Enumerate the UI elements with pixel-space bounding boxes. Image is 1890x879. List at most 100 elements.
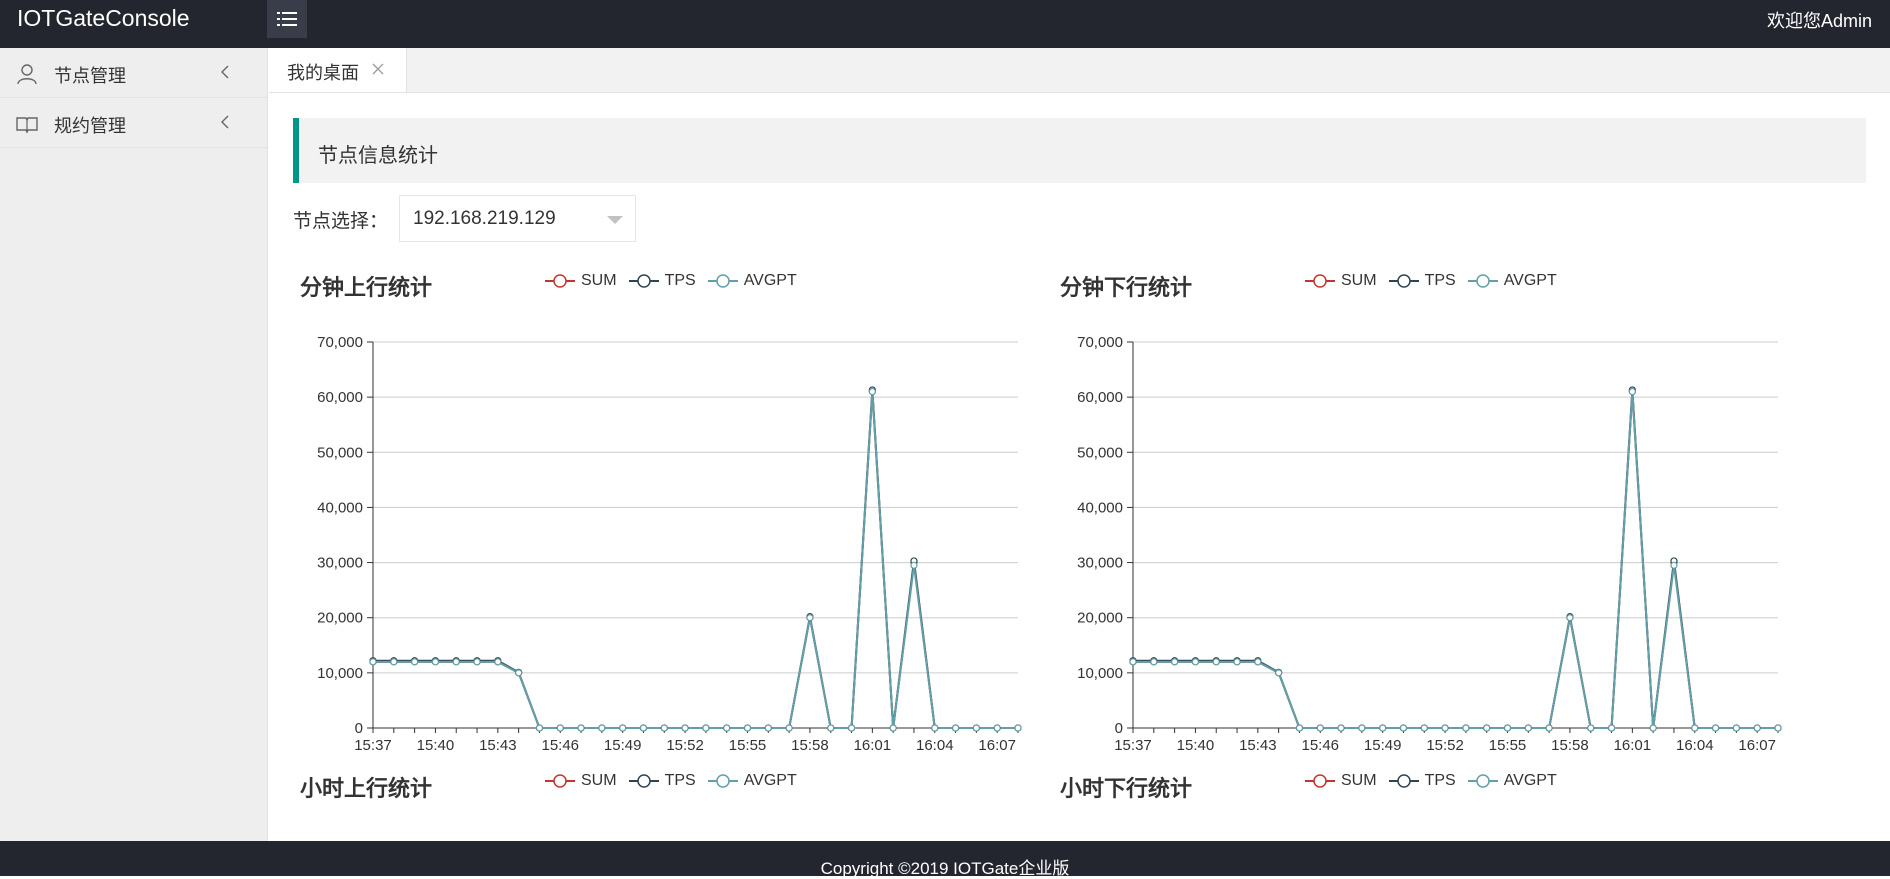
data-point-avgpt [577, 724, 585, 732]
data-point-avgpt [1545, 724, 1553, 732]
data-point-avgpt [1420, 724, 1428, 732]
data-point-avgpt [1670, 561, 1678, 569]
legend-item-sum[interactable]: SUM [1305, 772, 1377, 790]
legend-item-sum[interactable]: SUM [1305, 272, 1377, 290]
node-select-label: 节点选择： [293, 211, 389, 232]
minute-down-chart: 0 10,000 20,000 30,000 40,000 50,000 60,000 70,… [1077, 334, 1782, 754]
legend-item-tps[interactable]: TPS [628, 272, 696, 290]
data-point-avgpt [1711, 724, 1720, 732]
x-tick-label: 15:55 [1489, 737, 1527, 754]
y-tick-label: 0 [1115, 720, 1123, 737]
node-select-value: 192.168.219.129 [413, 208, 556, 229]
data-point-avgpt [1691, 724, 1699, 732]
series-line-avgpt [373, 391, 1018, 729]
x-tick-label: 16:04 [916, 737, 954, 754]
data-point-avgpt [598, 724, 606, 732]
sidebar-item-protocol-management[interactable]: 规约管理 [0, 98, 267, 148]
x-tick-label: 15:43 [479, 737, 517, 754]
data-point-avgpt [1483, 724, 1491, 732]
close-icon[interactable] [371, 62, 385, 76]
x-tick-label: 16:04 [1676, 737, 1714, 754]
data-point-avgpt [1129, 658, 1137, 666]
x-tick-label: 15:52 [666, 737, 704, 754]
x-tick-label: 15:52 [1426, 737, 1464, 754]
x-tick-label: 15:49 [1364, 737, 1402, 754]
x-tick-label: 15:58 [1551, 737, 1589, 754]
x-tick-label: 15:40 [1177, 737, 1215, 754]
x-tick-label: 15:55 [729, 737, 767, 754]
data-point-avgpt [1566, 614, 1574, 622]
sidebar-item-node-management[interactable]: 节点管理 [0, 48, 267, 98]
data-point-avgpt [785, 724, 793, 732]
y-tick-label: 30,000 [1077, 555, 1123, 572]
data-point-avgpt [535, 724, 544, 732]
data-point-avgpt [1275, 669, 1283, 677]
legend-minute-down: SUM TPS AVGPT [1305, 270, 1569, 292]
x-tick-label: 16:07 [1738, 737, 1776, 754]
tab-label: 我的桌面 [287, 63, 359, 83]
data-point-avgpt [1462, 724, 1470, 732]
chevron-left-icon [221, 115, 229, 129]
data-point-avgpt [369, 658, 377, 666]
y-tick-label: 10,000 [1077, 665, 1123, 682]
legend-avgpt-icon [1467, 274, 1498, 288]
legend-item-avgpt[interactable]: AVGPT [1467, 272, 1557, 290]
legend-avgpt-icon [707, 274, 738, 288]
data-point-avgpt [494, 658, 502, 666]
legend-item-avgpt[interactable]: AVGPT [1467, 772, 1557, 790]
y-tick-label: 20,000 [317, 610, 363, 627]
data-point-avgpt [889, 724, 897, 732]
legend-item-avgpt[interactable]: AVGPT [707, 272, 797, 290]
data-point-avgpt [1295, 724, 1304, 732]
data-point-avgpt [723, 724, 731, 732]
y-tick-label: 70,000 [317, 334, 363, 351]
data-point-avgpt [1587, 724, 1595, 732]
data-point-avgpt [660, 724, 668, 732]
data-point-avgpt [827, 724, 835, 732]
menu-toggle-button[interactable] [267, 0, 307, 38]
legend-item-avgpt[interactable]: AVGPT [707, 772, 797, 790]
hamburger-menu-icon [277, 12, 297, 26]
y-tick-label: 50,000 [1077, 444, 1123, 461]
x-tick-label: 16:07 [978, 737, 1016, 754]
data-point-avgpt [1649, 724, 1657, 732]
legend-item-tps[interactable]: TPS [1388, 272, 1456, 290]
chart-title-hour-up: 小时上行统计 [300, 776, 433, 801]
data-point-avgpt [847, 724, 856, 732]
data-point-avgpt [1379, 724, 1387, 732]
legend-item-sum[interactable]: SUM [545, 272, 617, 290]
chart-title-minute-up: 分钟上行统计 [300, 275, 433, 300]
data-point-avgpt [639, 724, 648, 732]
tab-bar: 我的桌面 [269, 48, 1890, 93]
y-tick-label: 40,000 [317, 499, 363, 516]
y-tick-label: 30,000 [317, 555, 363, 572]
data-point-avgpt [1732, 724, 1740, 732]
data-point-avgpt [1399, 724, 1408, 732]
node-select[interactable]: 192.168.219.129 [399, 195, 636, 242]
data-point-avgpt [1753, 724, 1761, 732]
x-tick-label: 15:46 [541, 737, 579, 754]
footer-copyright: Copyright ©2019 IOTGate企业版 [820, 859, 1070, 878]
x-tick-label: 16:01 [1614, 737, 1652, 754]
legend-item-tps[interactable]: TPS [1388, 772, 1456, 790]
data-point-avgpt [681, 724, 689, 732]
y-tick-label: 70,000 [1077, 334, 1123, 351]
tab-my-desktop[interactable]: 我的桌面 [269, 48, 407, 92]
data-point-avgpt [1774, 724, 1782, 732]
legend-item-tps[interactable]: TPS [628, 772, 696, 790]
sidebar-item-label: 节点管理 [54, 66, 126, 86]
legend-item-sum[interactable]: SUM [545, 772, 617, 790]
data-point-avgpt [431, 658, 440, 666]
y-tick-label: 40,000 [1077, 499, 1123, 516]
chart-title-hour-down: 小时下行统计 [1060, 776, 1193, 801]
y-tick-label: 60,000 [1077, 389, 1123, 406]
data-point-avgpt [1254, 658, 1262, 666]
legend-sum-icon [1305, 774, 1335, 788]
series-line-sum [1133, 391, 1778, 729]
welcome-user-link[interactable]: 欢迎您Admin [1766, 11, 1872, 31]
book-icon [16, 117, 38, 134]
section-header: 节点信息统计 [293, 118, 1866, 183]
chevron-left-icon [221, 65, 229, 79]
app-logo[interactable]: IOTGateConsole [17, 5, 190, 31]
legend-sum-icon [545, 274, 575, 288]
